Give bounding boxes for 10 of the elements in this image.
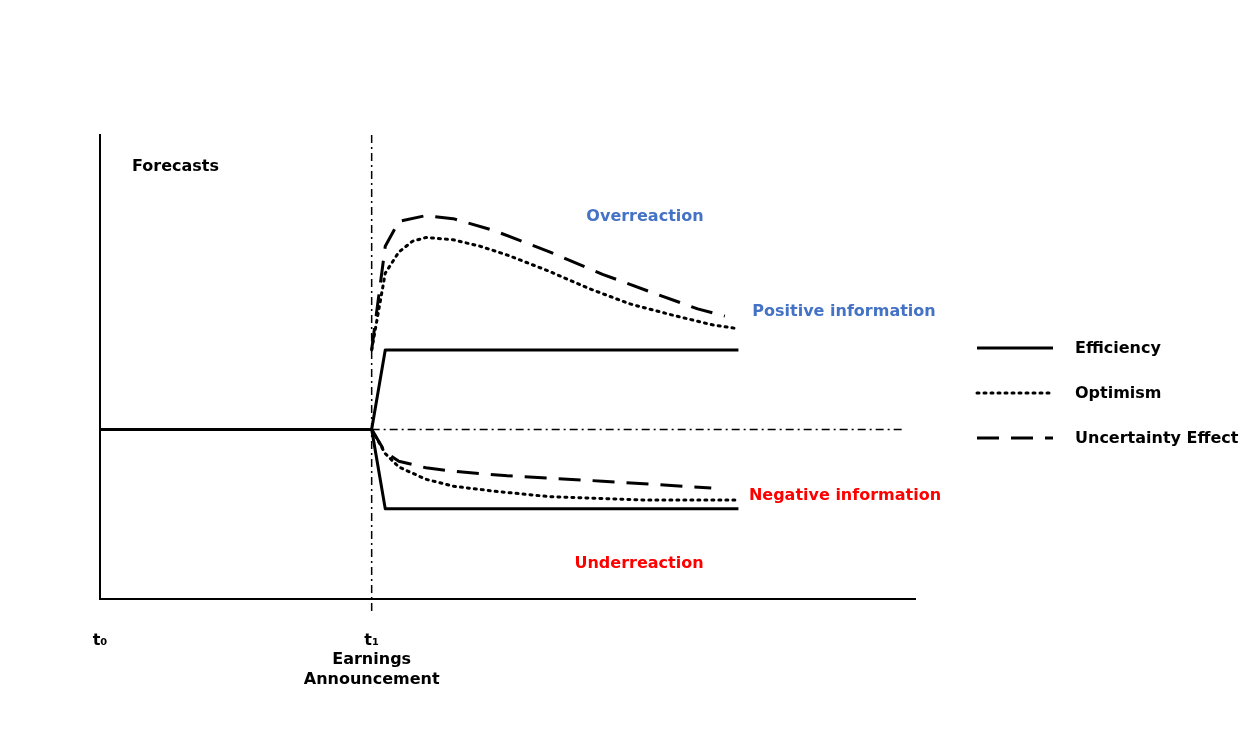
x-tick-label: t₁ Earnings Announcement — [303, 630, 440, 688]
legend-label: Efficiency — [1075, 338, 1161, 357]
legend-label: Uncertainty Effect — [1075, 428, 1239, 447]
annotation: Underreaction — [574, 553, 704, 573]
annotation: Overreaction — [586, 206, 704, 226]
legend-label: Optimism — [1075, 383, 1162, 402]
y-axis-title: Forecasts — [132, 156, 219, 176]
annotation: Positive information — [752, 301, 936, 321]
annotation: Negative information — [748, 485, 942, 505]
x-tick-label: t₀ — [92, 630, 108, 650]
